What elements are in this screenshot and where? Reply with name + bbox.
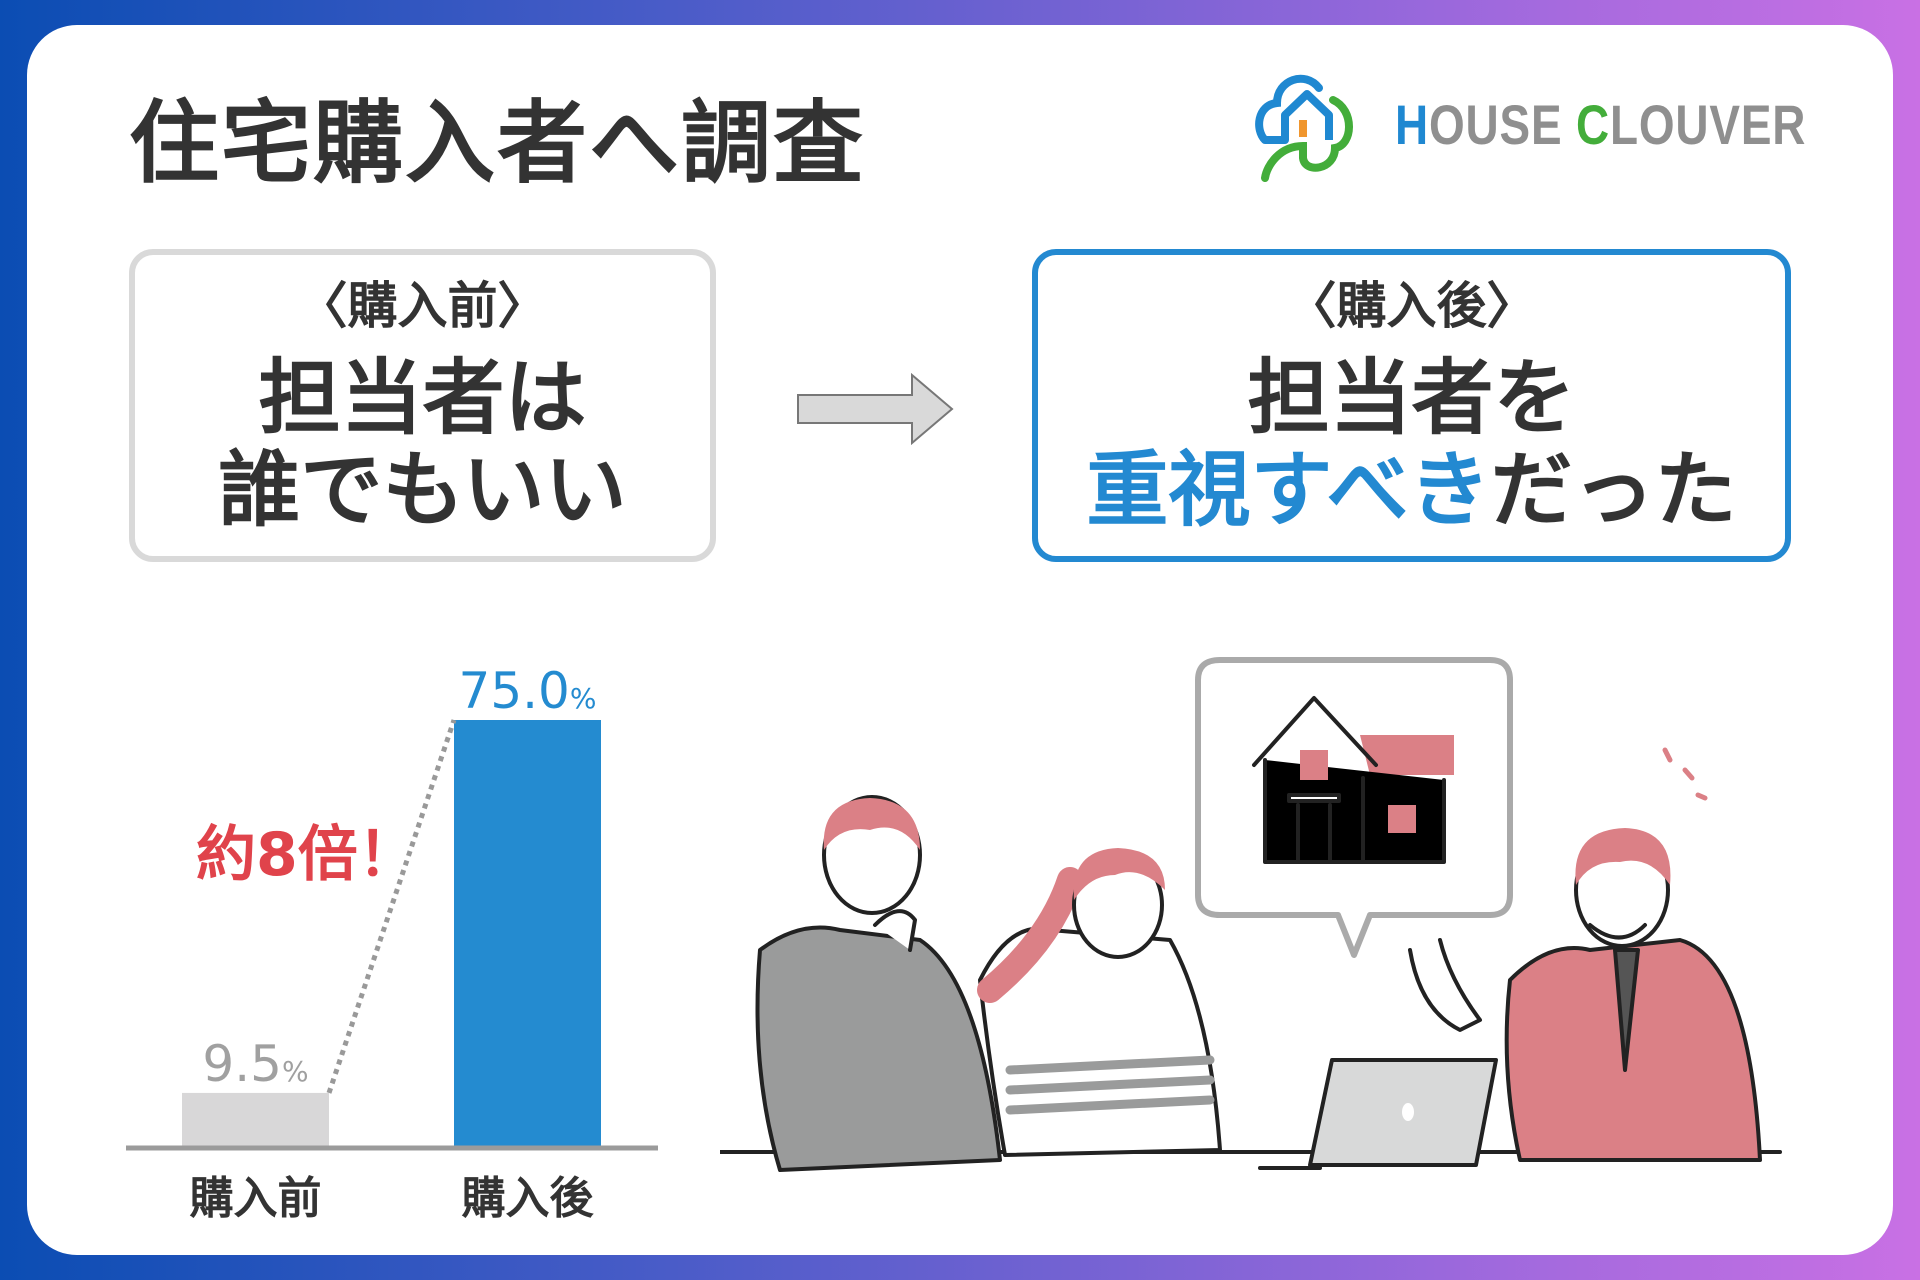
after-highlight-text: 重視すべき bbox=[1086, 443, 1491, 538]
bar-chart: 9.5% 購入前 75.0% 購入後 約8倍！ bbox=[126, 662, 658, 1224]
before-label: 〈購入前〉 bbox=[297, 277, 548, 335]
man-customer bbox=[755, 795, 1002, 1172]
page-title: 住宅購入者へ調査 bbox=[129, 91, 865, 196]
after-statement-line2: 重視すべきだった bbox=[1038, 445, 1785, 537]
after-rest-text: だった bbox=[1490, 443, 1737, 538]
bar-1 bbox=[454, 720, 601, 1147]
after-purchase-box: 〈購入後〉 担当者を 重視すべきだった bbox=[1032, 249, 1791, 562]
after-statement-line1: 担当者を bbox=[1247, 351, 1576, 446]
bar-value-label: 9.5% bbox=[202, 1035, 308, 1093]
category-label: 購入前 bbox=[190, 1173, 322, 1224]
after-label: 〈購入後〉 bbox=[1286, 277, 1537, 335]
category-label: 購入後 bbox=[462, 1173, 595, 1224]
salesperson bbox=[1408, 747, 1762, 1162]
house-cloud-logo-icon bbox=[1255, 74, 1353, 182]
before-statement-line2: 誰でもいい bbox=[218, 443, 627, 538]
before-purchase-box: 〈購入前〉 担当者は 誰でもいい bbox=[129, 249, 716, 562]
woman-customer bbox=[977, 848, 1222, 1157]
right-arrow-icon bbox=[797, 373, 954, 445]
laptop-icon bbox=[1258, 1058, 1498, 1170]
logo: HOUSE CLOUVER bbox=[1255, 70, 1815, 190]
house-icon bbox=[1252, 696, 1454, 864]
annotation-label: 約8倍！ bbox=[196, 820, 418, 890]
logo-text: HOUSE CLOUVER bbox=[1395, 93, 1807, 156]
trend-dotted-line bbox=[326, 719, 457, 1094]
bar-0 bbox=[182, 1092, 329, 1147]
consultation-illustration bbox=[720, 657, 1782, 1172]
bar-value-label: 75.0% bbox=[459, 662, 597, 720]
before-statement-line1: 担当者は bbox=[258, 351, 587, 446]
